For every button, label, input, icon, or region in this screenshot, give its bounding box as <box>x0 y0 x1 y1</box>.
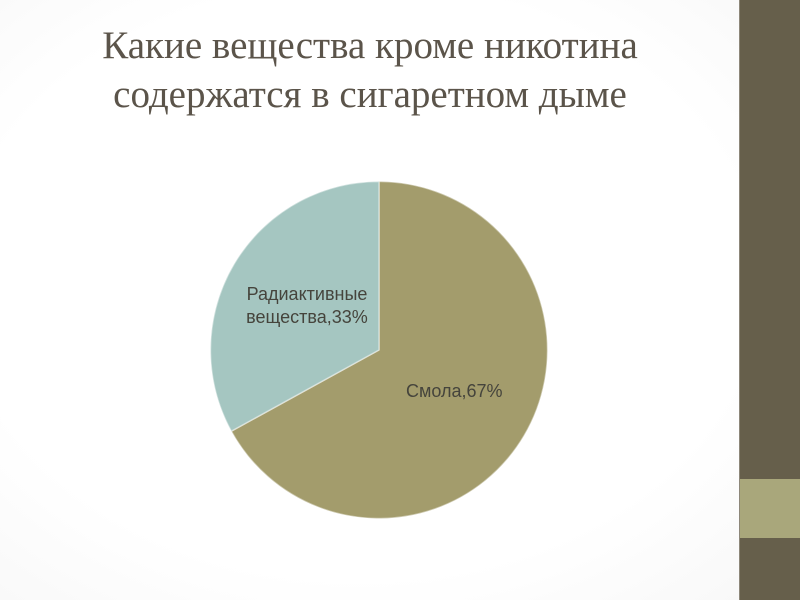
pie-chart: Радиактивные вещества,33% Смола,67% <box>209 180 549 520</box>
pie-label-radioactive-substances: Радиактивные вещества,33% <box>246 284 368 327</box>
right-sidebar <box>739 0 800 600</box>
pie-chart-svg <box>209 180 549 520</box>
pie-slice-radioactive <box>209 180 380 432</box>
pie-slice-tar <box>230 180 549 520</box>
sidebar-accent-band <box>740 479 800 538</box>
pie-label-tar: Смола,67% <box>406 381 503 401</box>
slide-title: Какие вещества кроме никотина содержатся… <box>102 24 638 116</box>
